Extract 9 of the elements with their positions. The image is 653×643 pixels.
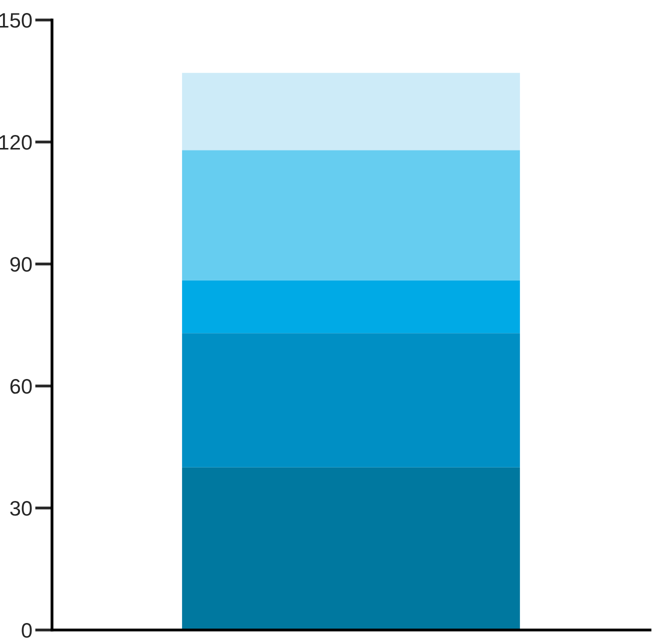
- bar: [182, 467, 520, 630]
- y-tick-label: 60: [10, 379, 32, 394]
- bar: [182, 72, 520, 150]
- bar: [182, 150, 520, 280]
- y-tick-label: 0: [22, 623, 32, 638]
- bar: [182, 333, 520, 468]
- y-tick-label: 90: [10, 257, 32, 272]
- bar: [182, 280, 520, 334]
- y-tick-label: 30: [10, 501, 32, 516]
